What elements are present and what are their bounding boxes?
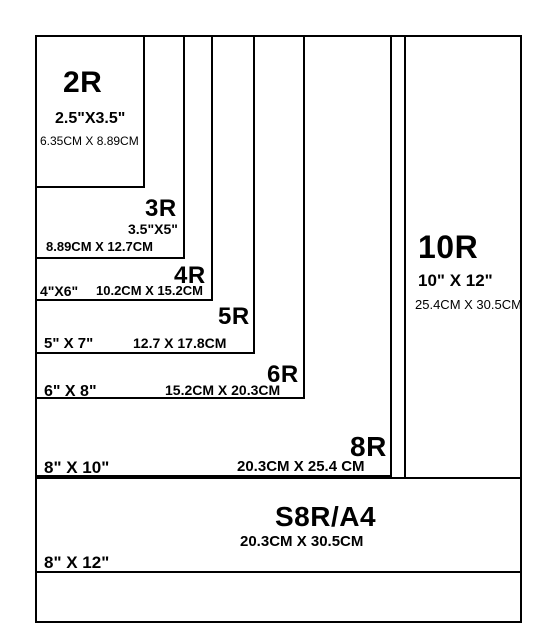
label-r5-code: 5R (218, 304, 250, 330)
label-r3-inch: 3.5"X5" (128, 222, 178, 237)
label-r2-code: 2R (63, 66, 102, 99)
label-r6-inch: 6" X 8" (44, 383, 97, 401)
label-r10-inch: 10" X 12" (418, 272, 493, 291)
label-s8r-cm: 20.3CM X 30.5CM (240, 534, 363, 551)
label-r5-cm: 12.7 X 17.8CM (133, 336, 226, 351)
label-r4-inch: 4"X6" (40, 284, 78, 299)
label-r5-inch: 5" X 7" (44, 336, 93, 353)
label-r10-code: 10R (418, 230, 478, 265)
label-r3-cm: 8.89CM X 12.7CM (46, 240, 153, 254)
label-r6-cm: 15.2CM X 20.3CM (165, 383, 280, 398)
label-s8r-inch: 8" X 12" (44, 554, 109, 573)
label-r8-cm: 20.3CM X 25.4 CM (237, 459, 365, 476)
label-r2-cm: 6.35CM X 8.89CM (40, 135, 139, 148)
label-r10-cm: 25.4CM X 30.5CM (415, 298, 522, 312)
label-s8r-code: S8R/A4 (275, 502, 376, 533)
label-r4-cm: 10.2CM X 15.2CM (96, 284, 203, 298)
label-r8-inch: 8" X 10" (44, 459, 109, 478)
label-r2-inch: 2.5"X3.5" (55, 110, 125, 128)
label-r3-code: 3R (145, 196, 177, 222)
size-diagram: 2R 2.5"X3.5" 6.35CM X 8.89CM 3R3.5"X5" 8.89C… (0, 0, 539, 640)
